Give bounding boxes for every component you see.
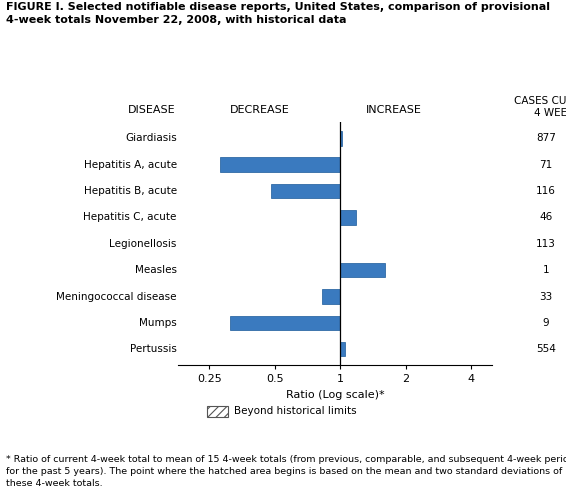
- Bar: [340, 342, 345, 357]
- Text: 877: 877: [536, 133, 556, 143]
- Text: Legionellosis: Legionellosis: [109, 239, 177, 249]
- Bar: [340, 131, 342, 146]
- Bar: [321, 289, 340, 304]
- Bar: [340, 263, 385, 277]
- Bar: [230, 316, 340, 330]
- Text: Beyond historical limits: Beyond historical limits: [234, 406, 357, 416]
- Text: * Ratio of current 4-week total to mean of 15 4-week totals (from previous, comp: * Ratio of current 4-week total to mean …: [6, 455, 566, 488]
- Text: DISEASE: DISEASE: [128, 105, 175, 115]
- Text: INCREASE: INCREASE: [366, 105, 422, 115]
- Text: CASES CURRENT
4 WEEKS: CASES CURRENT 4 WEEKS: [514, 96, 566, 118]
- Text: 113: 113: [536, 239, 556, 249]
- Bar: [271, 184, 340, 198]
- X-axis label: Ratio (Log scale)*: Ratio (Log scale)*: [286, 390, 385, 400]
- Bar: [220, 157, 340, 172]
- Text: Pertussis: Pertussis: [130, 344, 177, 354]
- Text: Meningococcal disease: Meningococcal disease: [56, 292, 177, 301]
- Text: 9: 9: [542, 318, 549, 328]
- Text: 46: 46: [539, 212, 552, 222]
- Text: Mumps: Mumps: [139, 318, 177, 328]
- Text: 554: 554: [536, 344, 556, 354]
- Text: 116: 116: [536, 186, 556, 196]
- Text: FIGURE I. Selected notifiable disease reports, United States, comparison of prov: FIGURE I. Selected notifiable disease re…: [6, 2, 550, 25]
- Text: Giardiasis: Giardiasis: [125, 133, 177, 143]
- Bar: [340, 210, 356, 224]
- Text: 33: 33: [539, 292, 552, 301]
- Text: Hepatitis A, acute: Hepatitis A, acute: [84, 160, 177, 170]
- Text: Hepatitis B, acute: Hepatitis B, acute: [84, 186, 177, 196]
- Text: 71: 71: [539, 160, 552, 170]
- Text: Measles: Measles: [135, 265, 177, 275]
- Text: Hepatitis C, acute: Hepatitis C, acute: [83, 212, 177, 222]
- Text: DECREASE: DECREASE: [229, 105, 289, 115]
- Text: 1: 1: [542, 265, 549, 275]
